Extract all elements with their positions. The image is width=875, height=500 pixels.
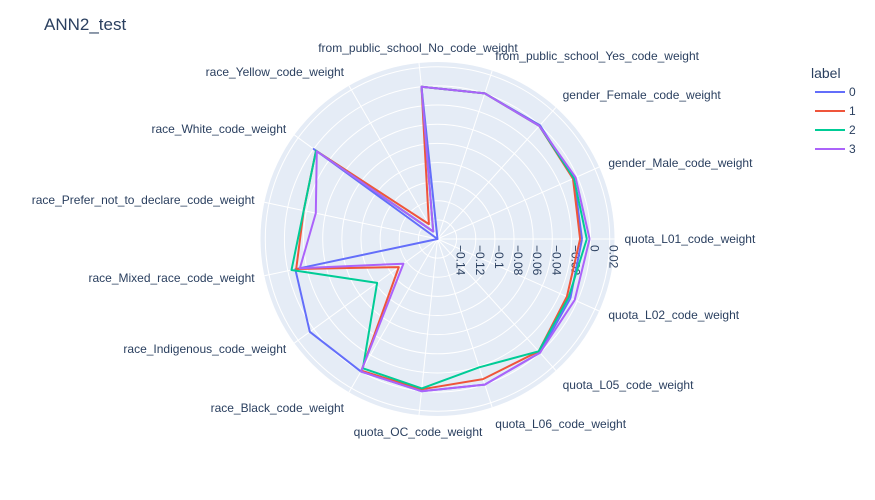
angular-axis-label: race_White_code_weight (151, 122, 286, 136)
radial-axis-ticks: −0.14 −0.12 −0.1 −0.08 −0.06 −0.04 −0.02 0 0.02 (454, 245, 621, 276)
angular-axis-label: from_public_school_Yes_code_weight (495, 49, 699, 63)
series-line-3 (298, 85, 591, 393)
angular-axis-label: race_Indigenous_code_weight (123, 342, 286, 356)
angular-axis-label: race_Yellow_code_weight (206, 65, 345, 79)
angular-axis-label: quota_L02_code_weight (608, 308, 739, 322)
angular-axis-label: race_Mixed_race_code_weight (88, 271, 255, 285)
legend-label-2[interactable]: 2 (849, 123, 856, 137)
radial-tick-label: −0.08 (511, 245, 525, 276)
angular-axis-label: race_Prefer_not_to_declare_code_weight (32, 193, 255, 207)
radial-tick-label: 0 (588, 245, 602, 252)
radial-tick-label: −0.04 (549, 245, 563, 276)
angular-axis-label: gender_Male_code_weight (608, 156, 753, 170)
angular-gridline (437, 238, 600, 312)
angular-gridline (437, 238, 557, 371)
radial-tick-label: −0.12 (473, 245, 487, 276)
radial-tick-label: −0.1 (492, 245, 506, 269)
angular-axis-label: quota_L01_code_weight (625, 232, 756, 246)
series-layer (290, 85, 591, 393)
angular-gridline (437, 70, 493, 240)
radial-tick-label: −0.06 (530, 245, 544, 276)
angular-gridline (418, 238, 438, 416)
angular-gridline (294, 238, 438, 344)
chart-title: ANN2_test (44, 15, 126, 34)
angular-gridline (348, 85, 438, 240)
legend-title: label (811, 65, 841, 81)
angular-gridline (264, 201, 438, 240)
radial-tick-label: −0.14 (454, 245, 468, 276)
legend-label-0[interactable]: 0 (849, 85, 856, 99)
legend: label 0 1 2 3 (811, 65, 856, 156)
legend-label-1[interactable]: 1 (849, 104, 856, 118)
radial-tick-label: 0.02 (607, 245, 621, 269)
legend-label-3[interactable]: 3 (849, 142, 856, 156)
angular-gridline (437, 107, 557, 240)
angular-axis-label: race_Black_code_weight (211, 401, 345, 415)
angular-axis-label: quota_OC_code_weight (354, 425, 483, 439)
angular-axis-label: quota_L05_code_weight (563, 378, 694, 392)
angular-axis-labels: quota_L01_code_weight quota_L02_code_weig… (32, 41, 756, 439)
angular-axis-label: quota_L06_code_weight (495, 417, 626, 431)
angular-axis-label: gender_Female_code_weight (563, 88, 722, 102)
angular-axis-label: from_public_school_No_code_weight (318, 41, 518, 55)
